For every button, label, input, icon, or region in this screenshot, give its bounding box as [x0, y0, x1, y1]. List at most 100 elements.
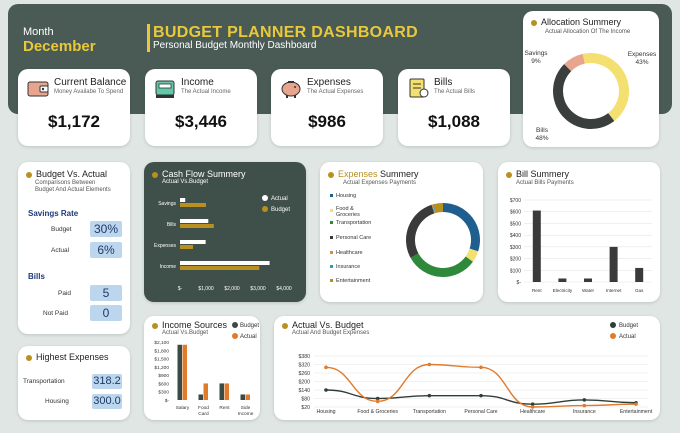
tick-label: $300	[510, 245, 521, 251]
title-dot	[26, 171, 32, 178]
legend-label: Transportation	[336, 220, 371, 226]
data-point	[582, 403, 587, 408]
legend-label: Actual	[619, 334, 636, 340]
kpi-value: $1,088	[428, 112, 480, 131]
slice-label: Bills	[536, 127, 549, 134]
legend-marker	[330, 279, 333, 282]
bar	[177, 344, 182, 400]
income-bar-chart: $- $300 $600 $900 $1,200 $1,500 $1,800 $2,100 Sa…	[154, 322, 259, 417]
card-title: Expenses Summery	[328, 169, 419, 179]
title-dot	[328, 171, 334, 178]
category-label: Bills	[167, 222, 177, 228]
bar	[198, 394, 203, 400]
kpi-card-expenses: Expenses The Actual Expenses $986	[271, 69, 383, 146]
tick-label: $380	[298, 354, 310, 360]
donut-slice	[406, 204, 435, 258]
highest-row-value: 318.2	[92, 374, 122, 389]
bar	[584, 278, 592, 282]
donut-slice	[443, 203, 480, 252]
bar	[609, 246, 618, 282]
savings-rate-heading: Savings Rate	[28, 209, 79, 218]
wallet-icon	[27, 81, 49, 97]
category-label: Transportation	[413, 409, 446, 415]
kpi-card-income: Income The Actual Income $3,446	[145, 69, 257, 146]
paid-label: Paid	[58, 290, 72, 297]
cash-flow-bar-chart: Savings Bills Expenses Income $- $1,000 $2,000…	[154, 195, 292, 292]
tick-label: $140	[298, 388, 310, 394]
not-paid-label: Not Paid	[43, 310, 68, 317]
bar	[180, 198, 186, 202]
legend-label: Housing	[336, 193, 356, 199]
bar	[558, 278, 567, 282]
page-subtitle: Personal Budget Monthly Dashboard	[153, 40, 317, 51]
legend-label: Actual	[240, 334, 257, 340]
card-subtitle: Comparisons Between	[35, 180, 96, 186]
paid-value: 5	[90, 285, 122, 301]
donut-slice	[431, 204, 436, 214]
data-point	[324, 365, 328, 370]
legend-marker	[330, 265, 333, 268]
cash-flow-card: Cash Flow Summery Actual Vs.Budget Savin…	[144, 162, 306, 302]
title-dot	[152, 322, 158, 329]
legend-label: Entertainment	[336, 278, 371, 284]
kpi-card-bills: Bills The Actual Bills $1,088	[398, 69, 510, 146]
slice-value-label: 43%	[635, 59, 648, 66]
tick-label: $-	[517, 280, 522, 286]
savings-actual-value: 6%	[90, 242, 122, 258]
donut-slice	[582, 52, 629, 122]
bar	[635, 267, 644, 282]
allocation-card: Allocation Summery Actual Allocation Of …	[523, 11, 659, 147]
card-title: Cash Flow Summery	[152, 169, 246, 179]
card-subtitle: Actual Vs.Budget	[162, 179, 209, 185]
data-point	[375, 396, 380, 401]
tick-label: $20	[301, 405, 310, 411]
tick-label: $3,000	[250, 286, 266, 292]
highest-row-label: Transportation	[23, 378, 65, 385]
data-point	[479, 365, 483, 370]
legend-label: Personal Care	[336, 235, 371, 241]
legend-marker	[330, 236, 333, 239]
highest-row-value: 300.0	[92, 394, 122, 409]
category-label: Side	[241, 405, 251, 411]
bill-bar-chart: $- $100 $200 $300 $400 $500 $600 $700 Rent Electr…	[510, 198, 652, 293]
highest-expenses-card: Highest Expenses Transportation 318.2 Ho…	[18, 346, 130, 420]
legend-marker	[330, 221, 333, 224]
tick-label: $1,000	[198, 286, 214, 292]
legend-marker	[330, 209, 333, 212]
bar	[240, 394, 245, 400]
kpi-sub: The Actual Income	[181, 89, 231, 95]
kpi-card-balance: Current Balance Money Availabe To Spend …	[18, 69, 130, 146]
category-label: Water	[582, 288, 595, 293]
donut-slice	[553, 64, 615, 129]
legend-label: Insurance	[336, 264, 360, 270]
donut-slice	[465, 248, 479, 262]
category-label: Rent	[219, 405, 230, 411]
data-point	[582, 398, 587, 402]
tick-label: $700	[510, 198, 521, 204]
tick-label: $1,800	[154, 348, 169, 354]
tick-label: $200	[298, 380, 310, 386]
tick-label: $4,000	[276, 286, 292, 292]
month-selector[interactable]: December	[23, 38, 96, 55]
legend-label: Budget	[240, 323, 259, 329]
legend-marker	[262, 206, 268, 212]
kpi-sub: The Actual Bills	[434, 89, 476, 95]
bar	[182, 344, 187, 400]
legend-label: Budget	[619, 323, 638, 329]
bar	[203, 383, 208, 400]
actual-vs-budget-card: Actual Vs. Budget Actual And Budget Expe…	[274, 316, 660, 420]
tick-label: $900	[158, 373, 169, 379]
data-point	[530, 402, 535, 406]
card-subtitle: Actual And Budget Expenses	[292, 330, 370, 336]
legend-label: Actual	[271, 196, 288, 202]
legend-marker	[232, 322, 238, 328]
tick-label: $400	[510, 233, 521, 239]
slice-value-label: 9%	[531, 58, 541, 65]
category-label: Food & Groceries	[357, 409, 398, 415]
highest-row-label: Housing	[45, 398, 69, 405]
tick-label: $2,000	[224, 286, 240, 292]
tick-label: $320	[298, 363, 310, 369]
category-label: Gas	[635, 288, 644, 293]
tick-label: $2,100	[154, 340, 169, 346]
